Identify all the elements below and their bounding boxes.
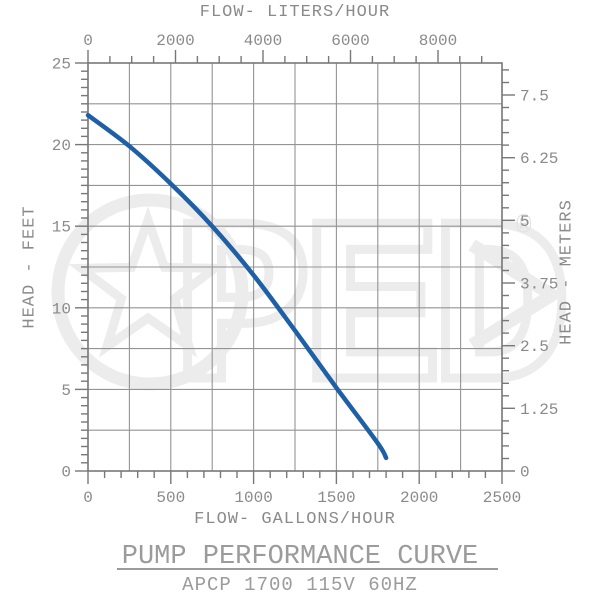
liters-axis-tick-label: 0 (83, 32, 93, 50)
liters-axis-tick-label: 6000 (331, 32, 369, 50)
left-axis-title: HEAD - FEET (20, 205, 40, 329)
watermark-registered-icon: ® (516, 211, 532, 241)
watermark-badge-circle (51, 193, 249, 391)
gallons-axis-tick-label: 2500 (483, 489, 521, 507)
meters-axis-tick-label: 2.5 (520, 338, 549, 356)
right-axis-title: HEAD - METERS (557, 199, 577, 345)
meters-axis-tick-label: 5 (520, 213, 530, 231)
title-divider (117, 568, 498, 570)
gallons-axis-tick-label: 1000 (234, 489, 272, 507)
watermark-star-icon (68, 206, 228, 358)
liters-axis-tick-label: 2000 (156, 32, 194, 50)
chart-title: PUMP PERFORMANCE CURVE (121, 542, 479, 572)
watermark: PED® (51, 178, 579, 454)
head-flow-curve (85, 112, 389, 461)
meters-axis-tick-label: 7.5 (520, 88, 549, 106)
liters-axis-tick-label: 8000 (419, 32, 457, 50)
bottom-axis-title: FLOW- GALLONS/HOUR (194, 510, 396, 529)
meters-axis-tick-label: 6.25 (520, 150, 558, 168)
liters-axis-tick-label: 4000 (244, 32, 282, 50)
chart-subtitle: APCP 1700 115V 60HZ (182, 574, 418, 596)
feet-axis-tick-label: 15 (52, 219, 71, 237)
gallons-axis-tick-label: 1500 (317, 489, 355, 507)
feet-axis-tick-label: 10 (52, 300, 71, 318)
meters-axis-tick-label: 3.75 (520, 276, 558, 294)
gallons-axis-tick-label: 2000 (400, 489, 438, 507)
feet-axis-tick-label: 5 (61, 382, 71, 400)
watermark-arrow-icon (468, 239, 559, 351)
meters-axis-tick-label: 0 (520, 464, 530, 482)
top-axis-title: FLOW- LITERS/HOUR (199, 3, 391, 22)
feet-axis-tick-label: 0 (61, 464, 71, 482)
gallons-axis-tick-label: 0 (83, 489, 93, 507)
feet-axis-tick-label: 25 (52, 56, 71, 74)
meters-axis-tick-label: 1.25 (520, 401, 558, 419)
feet-axis-tick-label: 20 (52, 137, 71, 155)
gallons-axis-tick-label: 500 (156, 489, 185, 507)
